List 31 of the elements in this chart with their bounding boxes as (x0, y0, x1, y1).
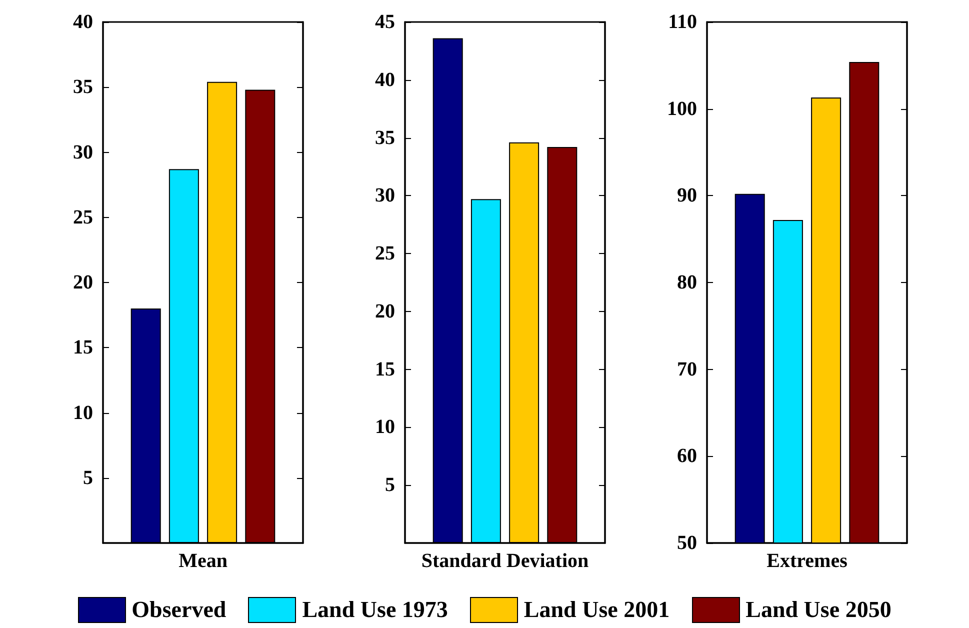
y-tick-label: 35 (375, 126, 395, 149)
y-tick-label: 80 (677, 272, 697, 294)
legend-label: Land Use 1973 (302, 597, 448, 623)
x-tick-label: Standard Deviation (421, 550, 589, 572)
y-tick-label: 40 (375, 68, 395, 91)
y-tick-label: 70 (677, 358, 697, 380)
legend-label: Observed (132, 597, 226, 623)
y-tick-label: 10 (375, 416, 395, 438)
y-tick-label: 40 (73, 11, 93, 33)
x-tick-label: Mean (178, 550, 228, 572)
y-tick-label: 110 (668, 11, 697, 33)
y-tick-label: 45 (375, 11, 395, 33)
y-tick-label: 5 (385, 474, 395, 496)
y-tick-label: 90 (677, 184, 697, 207)
y-tick-label: 15 (375, 358, 395, 380)
y-tick-label: 50 (677, 532, 697, 554)
y-tick-label: 20 (375, 300, 395, 322)
y-tick-label: 30 (375, 184, 395, 207)
y-tick-label: 15 (73, 336, 93, 359)
y-tick-label: 25 (375, 242, 395, 265)
x-tick-label: Extremes (766, 550, 848, 572)
legend-label: Land Use 2050 (746, 597, 892, 623)
y-tick-label: 30 (73, 141, 93, 164)
y-tick-label: 10 (73, 402, 93, 424)
y-tick-label: 20 (73, 272, 93, 294)
y-tick-label: 60 (677, 445, 697, 468)
y-tick-label: 25 (73, 206, 93, 228)
y-tick-label: 35 (73, 76, 93, 98)
y-tick-label: 100 (667, 98, 697, 120)
y-tick-label: 5 (83, 466, 93, 489)
legend-label: Land Use 2001 (524, 597, 670, 623)
